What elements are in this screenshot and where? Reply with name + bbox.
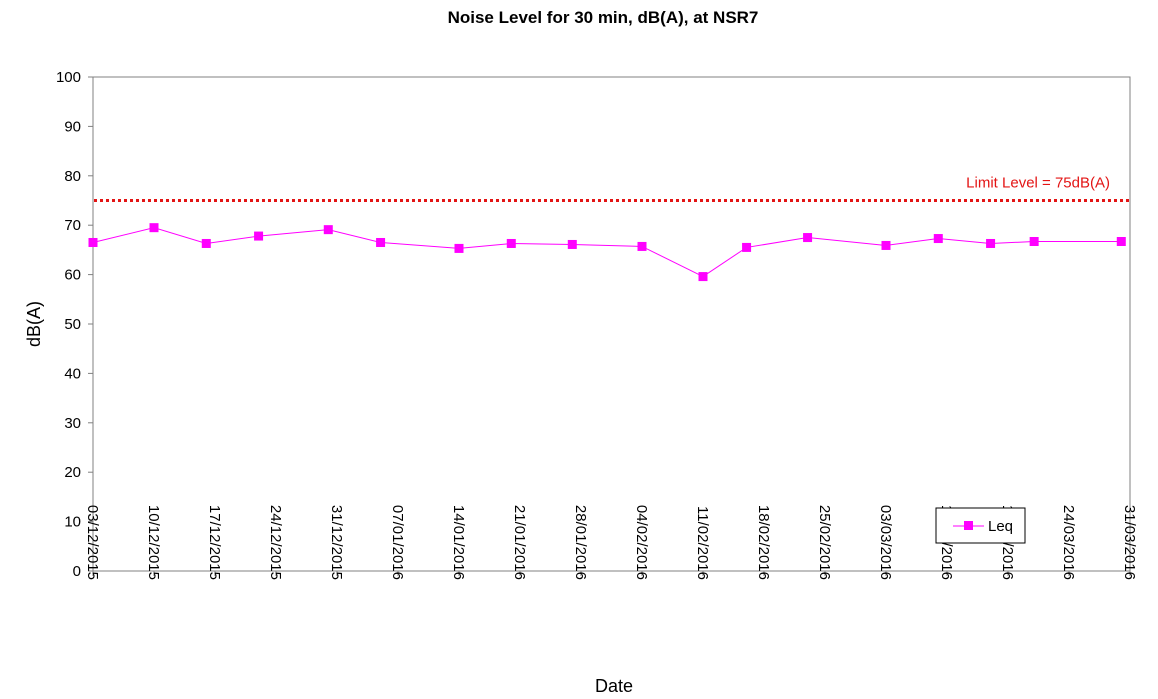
data-point — [149, 223, 159, 233]
data-point — [454, 243, 464, 253]
x-axis: 03/12/2015 10/12/2015 17/12/2015 24/12/2015… — [84, 505, 1138, 580]
y-tick-label: 50 — [64, 316, 81, 333]
y-tick-label: 30 — [64, 415, 81, 432]
series-line-leq — [92, 227, 1122, 278]
x-axis-title: Date — [595, 676, 633, 696]
x-tick-label: 10/12/2015 — [145, 505, 162, 580]
x-tick-label: 18/02/2016 — [755, 505, 772, 580]
x-tick-label: 03/12/2015 — [84, 505, 101, 580]
y-tick-label: 10 — [64, 514, 81, 531]
y-tick-label: 80 — [64, 168, 81, 185]
legend-marker — [964, 521, 973, 530]
data-point — [323, 225, 333, 235]
y-tick-label: 70 — [64, 217, 81, 234]
data-point — [1116, 237, 1126, 247]
x-tick-label: 24/12/2015 — [267, 505, 284, 580]
x-tick-label: 11/02/2016 — [694, 506, 711, 580]
data-point — [637, 241, 647, 251]
data-point — [698, 272, 708, 282]
x-tick-label: 31/12/2015 — [328, 505, 345, 580]
y-tick-label: 60 — [64, 267, 81, 284]
x-tick-label: 24/03/2016 — [1060, 505, 1077, 580]
y-tick-label: 0 — [73, 563, 81, 580]
x-tick-label: 28/01/2016 — [572, 505, 589, 580]
x-tick-label: 03/03/2016 — [877, 505, 894, 580]
x-tick-label: 25/02/2016 — [816, 505, 833, 580]
x-tick-label: 07/01/2016 — [389, 505, 406, 580]
x-tick-label: 04/02/2016 — [633, 505, 650, 580]
x-tick-label: 17/12/2015 — [206, 505, 223, 580]
data-point — [567, 239, 577, 249]
data-point — [254, 231, 264, 241]
x-tick-label: 14/01/2016 — [450, 505, 467, 580]
y-tick-label: 20 — [64, 464, 81, 481]
y-axis-title: dB(A) — [24, 301, 44, 347]
x-tick-label: 31/03/2016 — [1121, 505, 1138, 580]
data-point — [803, 233, 813, 243]
y-tick-label: 100 — [56, 69, 81, 86]
data-point — [201, 238, 211, 248]
series-points — [88, 223, 1126, 282]
data-point — [933, 234, 943, 244]
limit-label: Limit Level = 75dB(A) — [966, 175, 1110, 192]
data-point — [88, 237, 98, 247]
plot-area — [92, 76, 1131, 572]
legend: Leq — [935, 507, 1026, 544]
data-point — [506, 238, 516, 248]
y-tick-label: 90 — [64, 118, 81, 135]
x-tick-label: 21/01/2016 — [511, 505, 528, 580]
y-axis: 0 10 20 30 40 50 60 70 80 90 100 — [56, 69, 93, 580]
data-point — [986, 238, 996, 248]
data-point — [881, 240, 891, 250]
data-point — [742, 242, 752, 252]
data-point — [376, 237, 386, 247]
chart-title: Noise Level for 30 min, dB(A), at NSR7 — [448, 8, 759, 27]
y-tick-label: 40 — [64, 365, 81, 382]
data-point — [1029, 237, 1039, 247]
legend-label: Leq — [988, 518, 1013, 535]
